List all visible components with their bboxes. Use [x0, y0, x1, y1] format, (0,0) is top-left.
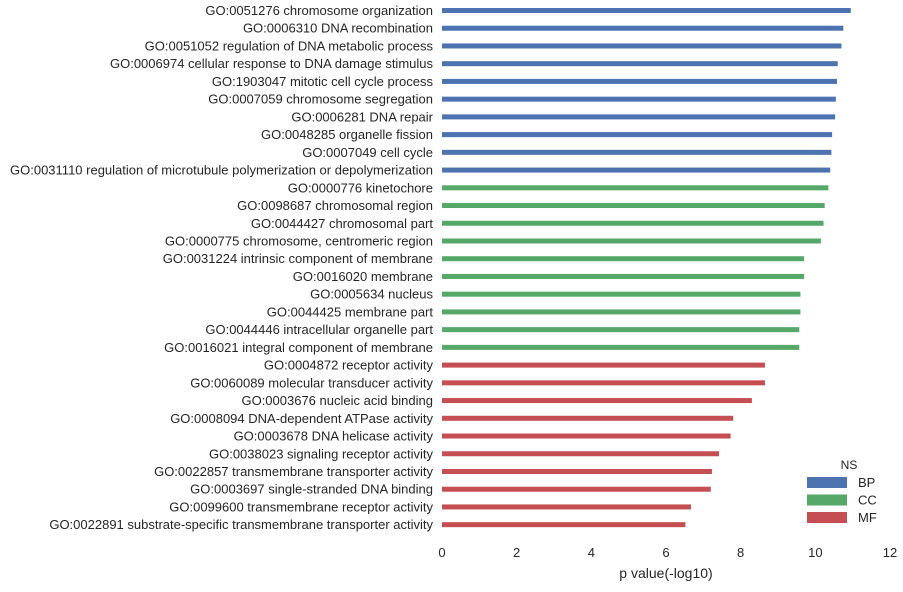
y-tick-label: GO:0016020 membrane: [293, 269, 433, 284]
bar-18: [442, 327, 800, 333]
y-tick-label: GO:0006281 DNA repair: [291, 109, 433, 124]
x-axis-label: p value(-log10): [619, 565, 712, 581]
legend-label-bp: BP: [858, 475, 875, 490]
bars-layer: [442, 8, 851, 528]
bar-22: [442, 398, 752, 404]
x-tick-label: 8: [737, 545, 744, 560]
y-tick-label: GO:0000776 kinetochore: [288, 180, 433, 195]
bar-5: [442, 96, 836, 102]
y-tick-label: GO:0098687 chromosomal region: [237, 198, 433, 213]
y-tick-label: GO:0048285 organelle fission: [261, 127, 433, 142]
bar-27: [442, 486, 711, 492]
x-tick-labels: 0 2 4 6 8 10 12: [438, 545, 897, 560]
y-tick-label: GO:0051276 chromosome organization: [205, 3, 433, 18]
bar-15: [442, 273, 805, 279]
y-tick-label: GO:0003676 nucleic acid binding: [241, 393, 433, 408]
y-tick-label: GO:0022857 transmembrane transporter act…: [154, 464, 433, 479]
x-tick-label: 2: [513, 545, 520, 560]
y-tick-label: GO:0031224 intrinsic component of membra…: [163, 251, 433, 266]
y-tick-label: GO:0004872 receptor activity: [264, 358, 434, 373]
legend-title: NS: [841, 458, 858, 472]
bar-14: [442, 256, 805, 262]
y-tick-label: GO:0003678 DNA helicase activity: [234, 429, 434, 444]
bar-26: [442, 468, 712, 474]
bar-3: [442, 61, 838, 67]
y-tick-labels: GO:0051276 chromosome organization GO:000…: [10, 3, 434, 532]
y-tick-label: GO:0031110 regulation of microtubule pol…: [10, 163, 433, 178]
y-tick-label: GO:0038023 signaling receptor activity: [209, 446, 434, 461]
bar-17: [442, 309, 801, 315]
y-tick-label: GO:0000775 chromosome, centromeric regio…: [165, 233, 433, 248]
bar-25: [442, 451, 720, 457]
bar-16: [442, 291, 801, 297]
legend: NS BP CC MF: [807, 458, 877, 525]
bar-20: [442, 362, 765, 368]
bar-24: [442, 433, 731, 439]
y-tick-label: GO:0099600 transmembrane receptor activi…: [169, 499, 433, 514]
y-tick-label: GO:0044425 membrane part: [267, 304, 434, 319]
y-tick-label: GO:0008094 DNA-dependent ATPase activity: [170, 411, 433, 426]
bar-6: [442, 114, 836, 120]
bar-12: [442, 220, 824, 226]
bar-1: [442, 25, 844, 31]
bar-23: [442, 415, 734, 421]
bar-21: [442, 380, 765, 386]
bar-11: [442, 203, 825, 209]
y-tick-label: GO:0016021 integral component of membran…: [164, 340, 433, 355]
bar-28: [442, 504, 692, 510]
bar-7: [442, 132, 833, 138]
x-tick-label: 0: [438, 545, 445, 560]
y-tick-label: GO:0022891 substrate-specific transmembr…: [49, 517, 433, 532]
y-tick-label: GO:0044427 chromosomal part: [251, 216, 433, 231]
y-tick-label: GO:1903047 mitotic cell cycle process: [212, 74, 434, 89]
x-tick-label: 12: [883, 545, 897, 560]
legend-swatch-cc: [807, 494, 847, 506]
bar-9: [442, 167, 831, 173]
y-tick-label: GO:0051052 regulation of DNA metabolic p…: [145, 38, 434, 53]
y-tick-label: GO:0005634 nucleus: [310, 287, 433, 302]
bar-19: [442, 344, 800, 350]
y-tick-label: GO:0044446 intracellular organelle part: [205, 322, 433, 337]
bar-4: [442, 78, 837, 84]
y-tick-label: GO:0003697 single-stranded DNA binding: [190, 482, 433, 497]
bar-10: [442, 185, 829, 191]
y-tick-label: GO:0007059 chromosome segregation: [208, 92, 433, 107]
legend-label-cc: CC: [858, 493, 877, 508]
x-tick-label: 4: [588, 545, 595, 560]
y-tick-label: GO:0007049 cell cycle: [302, 145, 433, 160]
bar-13: [442, 238, 821, 244]
legend-swatch-bp: [807, 477, 847, 488]
legend-swatch-mf: [807, 512, 847, 523]
y-tick-label: GO:0060089 molecular transducer activity: [190, 375, 433, 390]
bar-2: [442, 43, 842, 49]
x-tick-label: 10: [808, 545, 822, 560]
bar-0: [442, 8, 851, 13]
legend-label-mf: MF: [858, 510, 877, 525]
bar-29: [442, 522, 686, 528]
y-tick-label: GO:0006974 cellular response to DNA dama…: [110, 56, 434, 71]
bar-8: [442, 149, 832, 155]
x-tick-label: 6: [662, 545, 669, 560]
y-tick-label: GO:0006310 DNA recombination: [243, 21, 433, 36]
